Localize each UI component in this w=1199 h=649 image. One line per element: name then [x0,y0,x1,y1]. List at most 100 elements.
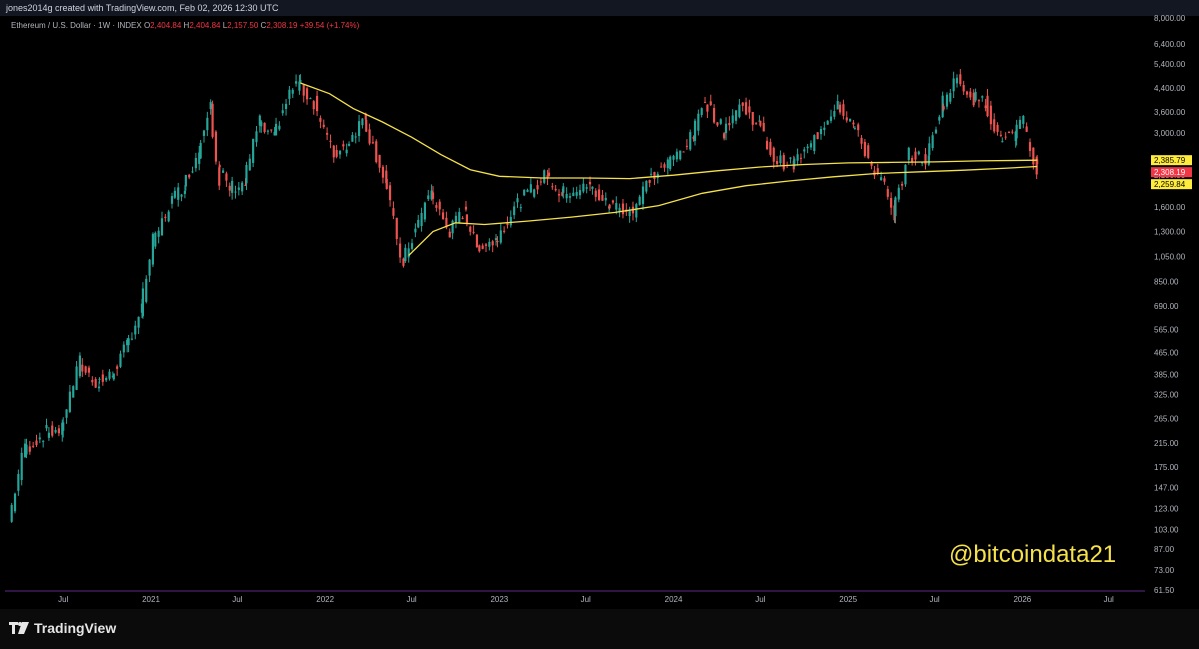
candle-body [42,440,45,442]
candle-body [164,216,167,218]
candle-body [454,215,458,224]
candle-body [354,136,357,138]
candle-body [1018,119,1022,129]
symbol-name: Ethereum / U.S. Dollar · 1W · INDEX [11,21,142,30]
candle-body [173,190,176,198]
time-tick-label: Jul [581,595,591,604]
candle-body [751,111,754,125]
candle-body [225,173,228,181]
candle-body [134,325,137,335]
candle-body [934,129,938,134]
candle-body [326,132,329,135]
candle-body [430,190,433,200]
candle-body [154,232,157,247]
price-tick-label: 385.00 [1154,370,1179,379]
price-tick-label: 123.00 [1154,505,1179,514]
candle-body [554,188,557,191]
candle-body [191,171,194,173]
candle-body [451,220,454,234]
candle-body [35,440,38,445]
chart-area[interactable] [5,16,1145,591]
candle-body [364,113,367,120]
candle-body [853,127,856,129]
price-tick-label: 465.00 [1154,348,1179,357]
candle-body [713,108,716,123]
candle-body [849,118,852,122]
candle-body [759,120,762,126]
candle-body [728,123,731,126]
tradingview-logo-icon [9,622,29,634]
candle-body [516,198,519,203]
candle-body [921,162,924,164]
candle-body [813,135,816,152]
candle-body [263,122,266,133]
time-axis: Jul 2021 Jul 2022 Jul 2023 Jul 2024 Jul 2025 Jul 20… [5,590,1145,604]
candle-body [782,155,785,170]
candle-body [218,165,221,168]
tradingview-logo[interactable]: TradingView [9,620,116,636]
candle-body [180,194,183,197]
candle-body [833,111,836,117]
candle-body [703,101,707,103]
candle-body [13,493,17,512]
candle-body [258,115,261,126]
candle-body [478,245,481,252]
candle-body [996,124,999,132]
candle-body [392,208,395,216]
price-tick-label: 1,600.00 [1154,203,1186,212]
candle-body [883,178,886,182]
candle-body [539,181,542,183]
time-tick-label: Jul [406,595,416,604]
ohlc-high-value: 2,404.84 [189,21,221,30]
candle-body [762,122,765,132]
time-tick-label: 2023 [490,595,508,604]
candle-body [458,211,461,223]
candle-body [491,241,494,246]
candle-body [886,188,889,197]
candle-body [638,196,641,205]
candle-body [188,174,191,178]
candle-body [575,192,578,196]
candle-body [234,191,237,193]
candle-body [25,444,28,455]
candle-body [897,187,900,200]
candle-body [857,124,860,131]
candle-body [689,132,692,150]
candle-body [799,157,803,159]
candle-body [769,142,772,155]
price-chart-svg: Jul 2021 Jul 2022 Jul 2023 Jul 2024 Jul 2025 Jul 20… [5,14,1192,604]
footer-bar [0,609,1199,649]
candle-body [901,183,904,186]
candle-body [1022,115,1025,124]
candle-body [949,92,952,102]
candle-body [329,140,332,142]
candle-body [126,339,129,346]
candle-body [87,367,91,373]
candle-body [578,190,582,196]
price-tick-label: 215.00 [1154,439,1179,448]
candle-body [924,154,927,165]
price-tick-label: 325.00 [1154,390,1179,399]
price-tick-label: 565.00 [1154,325,1179,334]
candle-body [700,108,703,115]
candle-body [962,84,965,92]
candle-body [615,203,618,210]
candle-body [248,158,251,171]
candle-body [145,278,148,302]
candle-body [931,135,934,149]
candle-body [381,166,385,178]
candle-body [1011,131,1014,133]
candle-body [945,94,949,107]
candle-body [335,150,338,157]
candle-body [371,142,374,144]
candle-body [241,182,244,192]
candle-body [660,166,663,168]
candle-body [952,78,955,92]
candle-body [298,81,301,91]
candle-body [645,180,648,192]
candle-body [499,230,502,243]
time-tick-label: 2026 [1013,595,1031,604]
candle-body [635,204,638,218]
candle-body [62,422,65,431]
candle-body [591,186,594,189]
